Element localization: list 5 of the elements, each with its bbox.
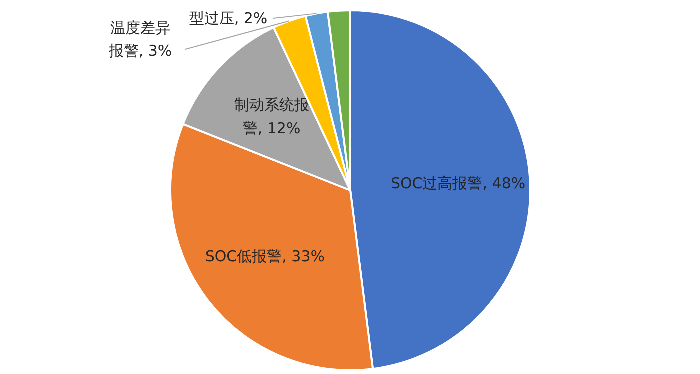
slice-label: 制动系统报警, 12% [234, 96, 310, 138]
slice-label: 型过压, 2% [189, 10, 268, 28]
slice-label: 温度差异报警, 3% [108, 18, 172, 60]
slice-label: SOC过高报警, 48% [390, 174, 526, 193]
slice-label: SOC低报警, 33% [205, 248, 326, 266]
